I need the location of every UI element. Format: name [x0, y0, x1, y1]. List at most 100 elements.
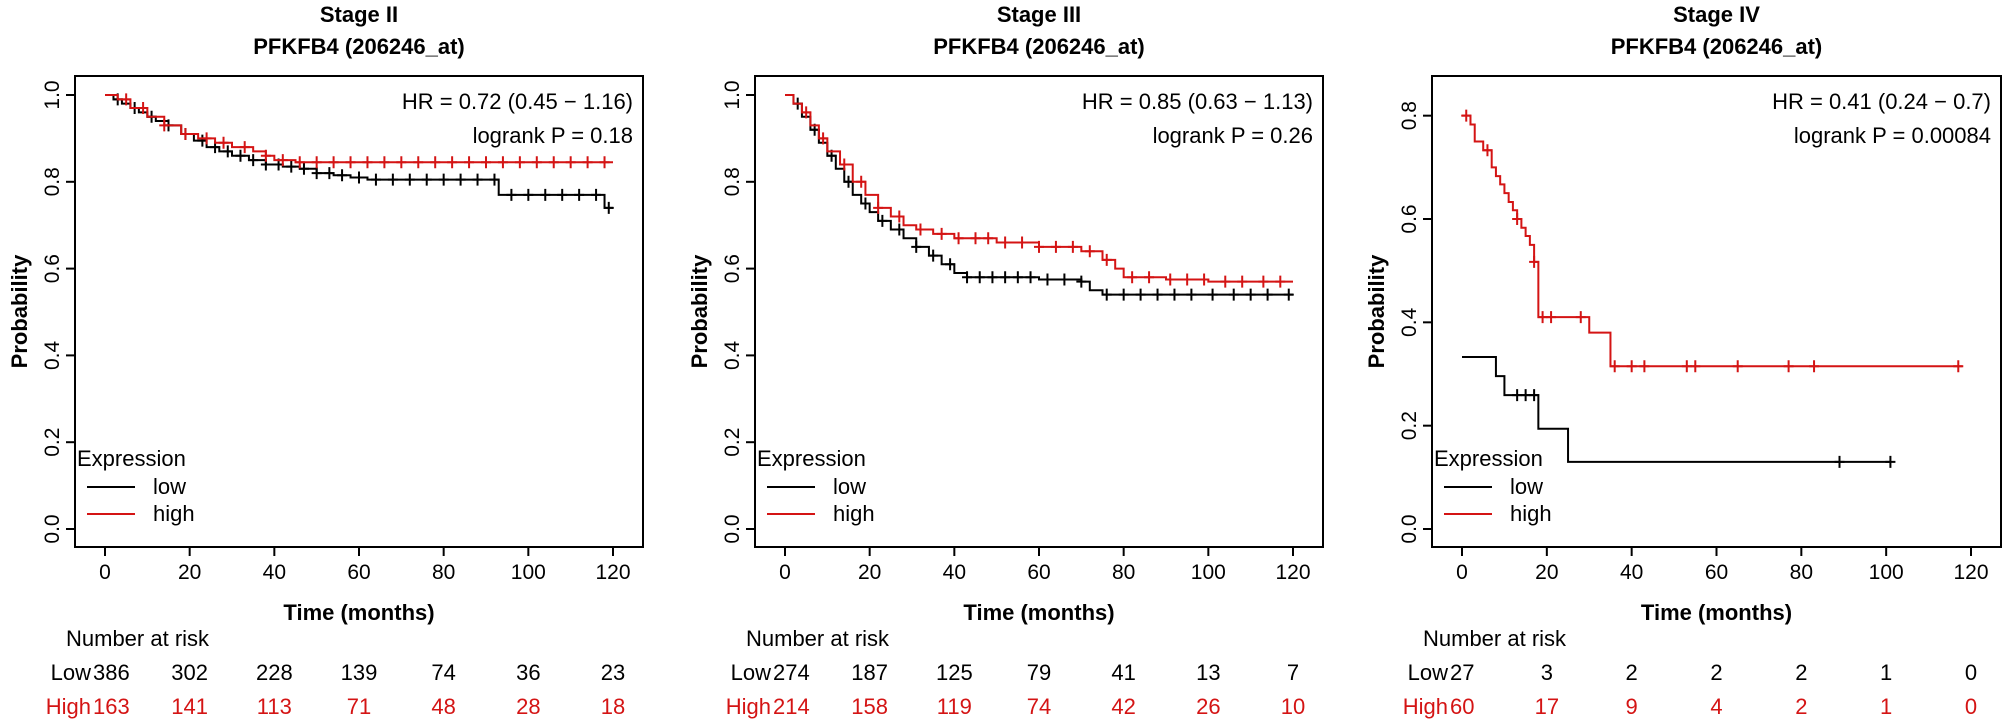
censor-mark: [1537, 311, 1548, 324]
y-tick-label: 0.6: [41, 254, 64, 283]
censor-mark: [523, 188, 534, 201]
risk-value: 4: [1710, 694, 1722, 719]
censor-mark: [936, 227, 947, 240]
km-curve-high: [785, 94, 1293, 283]
x-tick-label: 60: [1705, 561, 1728, 584]
censor-mark: [1834, 455, 1845, 468]
y-tick-label: 0.8: [721, 167, 744, 196]
x-axis-title: Time (months): [1641, 600, 1792, 625]
censor-mark: [1283, 288, 1294, 301]
legend-title: Expression: [77, 446, 186, 471]
y-tick-label: 0.0: [41, 514, 64, 543]
censor-mark: [1732, 360, 1743, 373]
censor-mark: [1783, 360, 1794, 373]
chart-subtitle: PFKFB4 (206246_at): [1611, 34, 1823, 59]
risk-row-name: High: [726, 694, 771, 719]
censor-mark: [1228, 288, 1239, 301]
censor-mark: [1144, 271, 1155, 284]
censor-mark: [928, 249, 939, 262]
censor-mark: [1025, 271, 1036, 284]
legend-label-high: high: [153, 501, 195, 526]
censor-mark: [180, 128, 191, 141]
censor-mark: [945, 258, 956, 271]
censor-mark: [894, 210, 905, 223]
risk-value: 74: [1027, 694, 1051, 719]
risk-value: 125: [936, 660, 973, 685]
legend-label-low: low: [833, 474, 866, 499]
censor-mark: [983, 232, 994, 245]
y-tick-label: 0.4: [721, 340, 744, 370]
censor-mark: [1258, 275, 1269, 288]
censor-mark: [1546, 311, 1557, 324]
risk-value: 158: [851, 694, 888, 719]
censor-mark: [1809, 360, 1820, 373]
censor-mark: [472, 173, 483, 186]
censor-mark: [974, 271, 985, 284]
risk-value: 26: [1196, 694, 1220, 719]
x-tick-label: 80: [432, 561, 455, 584]
censor-mark: [1034, 240, 1044, 253]
censor-mark: [1059, 273, 1070, 286]
censor-mark: [582, 156, 593, 169]
x-tick-label: 80: [1790, 561, 1813, 584]
censor-mark: [873, 201, 884, 214]
censor-mark: [239, 141, 250, 154]
y-tick-label: 0.6: [721, 254, 744, 283]
x-tick-label: 0: [99, 561, 111, 584]
risk-value: 228: [256, 660, 293, 685]
x-tick-label: 0: [779, 561, 791, 584]
panel-2: Stage III PFKFB4 (206246_at) 0 20 40 60 80 100 1…: [687, 2, 1324, 719]
censor-mark: [970, 232, 981, 245]
censor-mark: [324, 167, 335, 180]
censor-mark: [506, 188, 517, 201]
censor-mark: [286, 160, 297, 173]
x-axis-title: Time (months): [283, 600, 434, 625]
risk-value: 48: [431, 694, 455, 719]
chart-title: Stage II: [320, 2, 398, 27]
censor-mark: [387, 173, 398, 186]
censor-mark: [531, 156, 542, 169]
risk-row-name: High: [1403, 694, 1448, 719]
censor-mark: [138, 102, 149, 115]
censor-mark: [801, 106, 812, 119]
logrank-annotation: logrank P = 0.26: [1153, 123, 1313, 148]
series-high: [785, 94, 1293, 288]
x-tick-label: 120: [595, 561, 630, 584]
censor-mark: [1084, 245, 1095, 258]
risk-value: 23: [601, 660, 625, 685]
censor-mark: [328, 156, 339, 169]
risk-value: 7: [1287, 660, 1299, 685]
censor-mark: [540, 188, 551, 201]
chart-subtitle: PFKFB4 (206246_at): [253, 34, 465, 59]
risk-value: 141: [171, 694, 208, 719]
censor-mark: [1953, 360, 1964, 373]
censor-mark: [396, 156, 407, 169]
censor-mark: [218, 136, 229, 149]
x-tick-label: 20: [858, 561, 881, 584]
censor-mark: [1067, 240, 1078, 253]
censor-mark: [159, 119, 170, 132]
risk-value: 386: [93, 660, 130, 685]
censor-mark: [1275, 275, 1286, 288]
chart-title: Stage III: [997, 2, 1081, 27]
risk-value: 9: [1626, 694, 1638, 719]
censor-mark: [1529, 389, 1540, 402]
risk-row-name: Low: [731, 660, 771, 685]
censor-mark: [557, 188, 568, 201]
risk-value: 163: [93, 694, 130, 719]
censor-mark: [839, 158, 850, 171]
censor-mark: [1245, 288, 1256, 301]
censor-mark: [277, 154, 288, 167]
x-axis-title: Time (months): [963, 600, 1114, 625]
risk-value: 2: [1795, 694, 1807, 719]
censor-mark: [911, 240, 922, 253]
censor-mark: [894, 223, 905, 236]
censor-mark: [1461, 109, 1472, 122]
censor-mark: [1000, 271, 1011, 284]
risk-row-name: Low: [1408, 660, 1448, 685]
censor-mark: [337, 169, 348, 182]
chart-subtitle: PFKFB4 (206246_at): [933, 34, 1145, 59]
censor-mark: [298, 162, 309, 175]
censor-mark: [1529, 255, 1540, 268]
